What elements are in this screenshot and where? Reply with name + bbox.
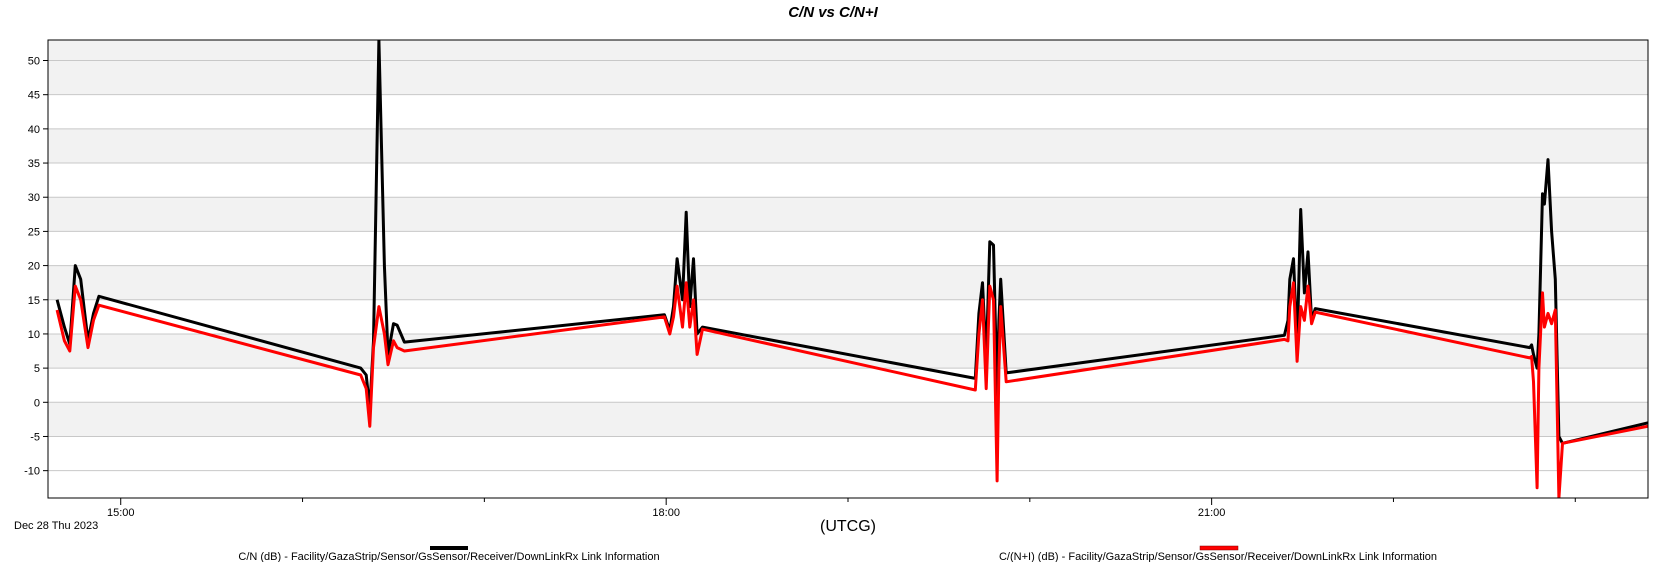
y-tick-label: 10 <box>28 329 40 341</box>
series-lines <box>55 40 1648 498</box>
y-tick-label: 5 <box>34 363 40 375</box>
y-tick-label: 20 <box>28 261 40 273</box>
x-tick-label: 15:00 <box>107 507 135 519</box>
plot-band <box>48 197 1648 232</box>
x-tick-label: 21:00 <box>1198 507 1226 519</box>
y-tick-label: 50 <box>28 56 40 68</box>
plot-band <box>48 40 1648 61</box>
y-tick-label: 40 <box>28 124 40 136</box>
y-tick-label: 15 <box>28 295 40 307</box>
y-tick-label: 30 <box>28 192 40 204</box>
series-line-cni <box>55 281 1648 498</box>
y-tick-label: 0 <box>34 397 40 409</box>
legend-swatch-cni <box>1199 545 1239 551</box>
plot-band <box>48 265 1648 300</box>
legend: C/N (dB) - Facility/GazaStrip/Sensor/GsS… <box>238 545 1437 562</box>
plot-band <box>48 128 1648 164</box>
plot-bands <box>48 40 1648 498</box>
plot-frame <box>47 39 1649 499</box>
x-axis-label: (UTCG) <box>820 518 876 535</box>
y-tick-label: 45 <box>28 90 40 102</box>
plot-band <box>48 402 1648 437</box>
legend-label-cn: C/N (dB) - Facility/GazaStrip/Sensor/GsS… <box>238 551 659 562</box>
chart-title: C/N vs C/N+I <box>788 4 878 21</box>
y-axis: -10 -5 0 5 10 15 20 25 30 35 40 45 50 <box>24 56 48 478</box>
y-tick-label: -5 <box>30 431 40 443</box>
y-tick-label: 25 <box>28 226 40 238</box>
legend-label-cni: C/(N+I) (dB) - Facility/GazaStrip/Sensor… <box>999 551 1437 562</box>
date-label: Dec 28 Thu 2023 <box>14 520 98 532</box>
x-tick-label: 18:00 <box>652 507 680 519</box>
legend-swatch-cn <box>430 546 468 550</box>
x-axis: 15:00 18:00 21:00 <box>107 498 1576 519</box>
y-tick-label: -10 <box>24 466 40 478</box>
y-tick-label: 35 <box>28 158 40 170</box>
plot-band <box>48 60 1648 95</box>
gridlines <box>48 60 1648 472</box>
